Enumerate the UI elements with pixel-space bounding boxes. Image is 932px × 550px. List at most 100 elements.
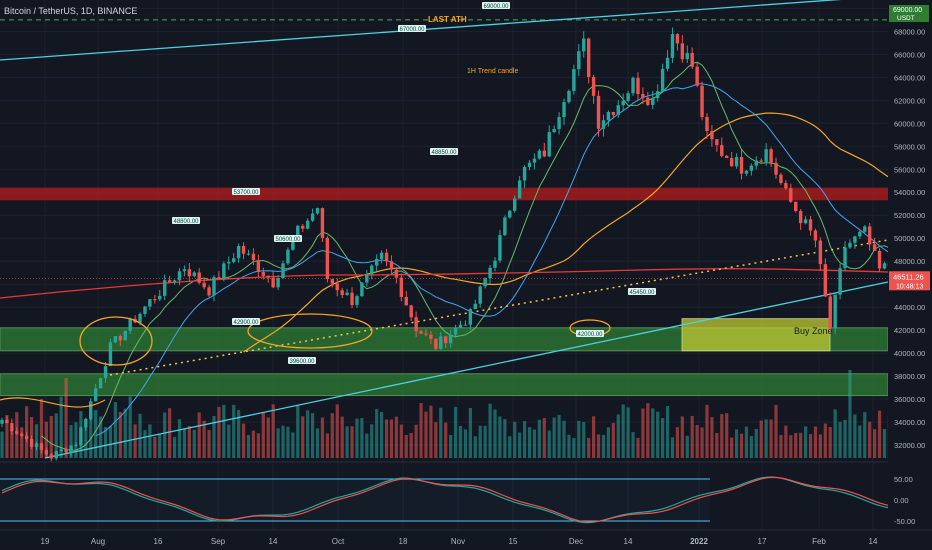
candle-body xyxy=(15,431,19,434)
candle-body xyxy=(39,443,44,450)
volume-bar xyxy=(690,415,694,458)
price-label-box xyxy=(232,318,260,325)
volume-bar xyxy=(103,427,108,458)
candle-body xyxy=(808,219,813,231)
volume-bar xyxy=(789,435,793,458)
time-tick: Sep xyxy=(211,537,226,546)
time-tick: 15 xyxy=(509,537,518,546)
candle-body xyxy=(192,272,196,277)
candle-body xyxy=(429,334,433,339)
price-tick: 54000.00 xyxy=(894,188,925,197)
candle-body xyxy=(611,112,616,115)
top-price-tag-value: 69000.00 xyxy=(893,7,922,14)
volume-bar xyxy=(542,418,546,458)
price-label: 67000.00 xyxy=(399,27,425,33)
volume-bar xyxy=(310,413,315,458)
volume-bar xyxy=(695,425,699,458)
countdown-value: 10:48:13 xyxy=(896,283,923,290)
candle-body xyxy=(227,261,231,264)
volume-bar xyxy=(10,429,14,458)
candle-body xyxy=(439,336,443,349)
volume-bar xyxy=(759,420,763,458)
volume-bar xyxy=(192,429,196,458)
volume-bar xyxy=(818,434,822,458)
candle-body xyxy=(877,250,882,269)
volume-bar xyxy=(453,406,458,458)
osc-tick: 50.00 xyxy=(894,475,913,484)
volume-bar xyxy=(700,427,704,458)
candle-body xyxy=(399,277,404,297)
volume-bar xyxy=(380,411,384,458)
volume-bar xyxy=(227,424,231,458)
volume-bar xyxy=(168,408,172,458)
candle-body xyxy=(680,43,685,60)
candle-body xyxy=(453,327,458,335)
candle-body xyxy=(527,162,532,168)
candle-body xyxy=(843,247,847,269)
candle-body xyxy=(858,231,862,237)
candle-body xyxy=(315,208,320,214)
volume-bar xyxy=(370,424,374,458)
time-axis-bg xyxy=(0,530,932,550)
candle-body xyxy=(789,188,793,202)
candle-body xyxy=(0,419,4,424)
volume-bar xyxy=(513,421,517,458)
candle-body xyxy=(98,378,103,389)
candle-body xyxy=(473,303,477,310)
candle-body xyxy=(10,423,14,432)
candle-body xyxy=(167,280,172,283)
candle-body xyxy=(64,449,68,453)
candle-body xyxy=(779,174,783,183)
volume-bar xyxy=(39,398,44,458)
candle-body xyxy=(818,240,823,265)
candle-body xyxy=(113,336,118,343)
price-label: 48850.00 xyxy=(431,150,457,156)
candle-body xyxy=(444,336,448,344)
candle-body xyxy=(567,90,571,103)
candle-body xyxy=(345,292,349,295)
candle-body xyxy=(739,157,744,174)
volume-bar xyxy=(468,408,472,458)
volume-bar xyxy=(567,434,571,458)
candle-body xyxy=(148,299,152,307)
candle-body xyxy=(557,117,561,130)
candle-body xyxy=(325,237,330,280)
candle-body xyxy=(162,280,167,296)
volume-bar xyxy=(463,429,468,458)
candle-body xyxy=(651,98,655,105)
volume-bar xyxy=(458,425,463,458)
candle-body xyxy=(202,282,206,288)
volume-bar xyxy=(118,412,122,458)
price-label: 42000.00 xyxy=(577,332,603,338)
time-tick: 16 xyxy=(154,537,163,546)
candle-body xyxy=(631,77,635,94)
volume-bar xyxy=(222,404,226,458)
highlight-ellipse xyxy=(79,316,153,366)
candle-body xyxy=(261,272,265,276)
candle-body xyxy=(44,449,49,455)
candle-body xyxy=(355,296,359,305)
time-tick: 14 xyxy=(869,537,878,546)
volume-bar xyxy=(182,428,187,458)
volume-bar xyxy=(705,404,709,458)
candle-body xyxy=(251,253,256,261)
candle-body xyxy=(596,95,601,129)
volume-bar xyxy=(799,432,803,458)
volume-bar xyxy=(557,414,561,458)
candle-body xyxy=(532,158,537,163)
candle-body xyxy=(172,280,177,283)
volume-bar xyxy=(163,412,167,458)
price-tick: 60000.00 xyxy=(894,119,925,128)
volume-bar xyxy=(133,424,137,458)
support-zone xyxy=(0,373,889,397)
candle-body xyxy=(389,261,394,270)
volume-bar xyxy=(725,413,729,458)
trend-candle-label: 1H Trend candle xyxy=(467,68,518,75)
price-label-box xyxy=(576,330,604,337)
volume-bar xyxy=(20,427,24,458)
volume-bar xyxy=(138,413,142,458)
candle-body xyxy=(330,279,335,284)
volume-bar xyxy=(439,407,443,458)
